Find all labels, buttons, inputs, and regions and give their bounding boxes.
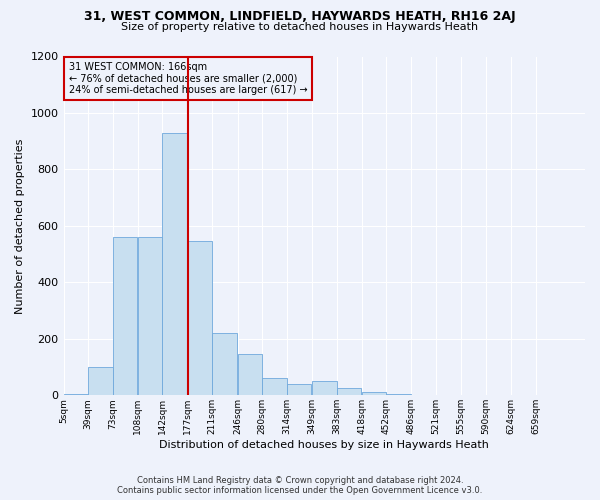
Bar (88, 367, 113, 396)
Y-axis label: Number of detached properties: Number of detached properties (15, 138, 25, 314)
X-axis label: Distribution of detached houses by size in Haywards Heath: Distribution of detached houses by size … (160, 440, 489, 450)
Bar (386, 394, 411, 396)
Bar (238, 354, 262, 396)
Bar (362, 392, 386, 396)
Bar (138, 237, 163, 396)
Bar (212, 333, 237, 396)
Text: 31 WEST COMMON: 166sqm
← 76% of detached houses are smaller (2,000)
24% of semi-: 31 WEST COMMON: 166sqm ← 76% of detached… (69, 62, 307, 95)
Bar (188, 242, 212, 396)
Bar (113, 237, 137, 396)
Bar (337, 388, 361, 396)
Text: Size of property relative to detached houses in Haywards Heath: Size of property relative to detached ho… (121, 22, 479, 32)
Bar (262, 378, 287, 396)
Text: 31, WEST COMMON, LINDFIELD, HAYWARDS HEATH, RH16 2AJ: 31, WEST COMMON, LINDFIELD, HAYWARDS HEA… (84, 10, 516, 23)
Bar (163, 132, 187, 396)
Text: Contains HM Land Registry data © Crown copyright and database right 2024.
Contai: Contains HM Land Registry data © Crown c… (118, 476, 482, 495)
Bar (312, 381, 337, 396)
Bar (287, 384, 311, 396)
Bar (64, 394, 88, 396)
